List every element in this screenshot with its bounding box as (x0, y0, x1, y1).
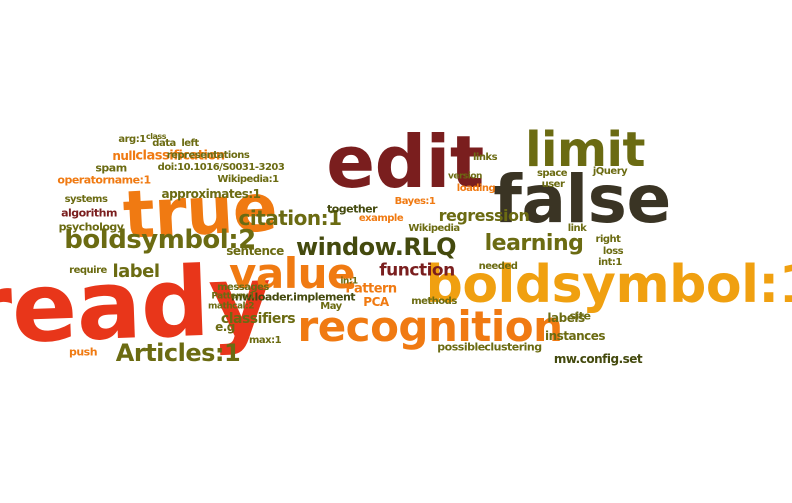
cloud-word: data (152, 138, 176, 149)
cloud-word: Articles:1 (115, 339, 241, 367)
cloud-word: spam (95, 161, 127, 175)
cloud-word: approximates:1 (161, 187, 261, 201)
cloud-word: push (68, 345, 98, 359)
cloud-word: Wikipedia (408, 223, 460, 234)
cloud-word: max:1 (248, 335, 282, 346)
cloud-word: messages (217, 282, 269, 293)
cloud-word: loss (602, 246, 624, 257)
cloud-word: boldsymbol:1 (425, 255, 792, 315)
cloud-word: operatorname:1 (57, 173, 151, 187)
cloud-word: Wikipedia:1 (217, 174, 279, 185)
cloud-word: together (326, 202, 378, 216)
cloud-word: possible (437, 340, 485, 354)
cloud-word: version (448, 171, 482, 182)
cloud-word: int:1 (598, 257, 622, 268)
cloud-word: psychology (58, 220, 124, 234)
cloud-word: representations (166, 150, 250, 161)
cloud-word: arg:1 (118, 134, 146, 145)
cloud-word: mw.loader.implement (230, 290, 356, 304)
cloud-word: classifiers (220, 311, 296, 327)
cloud-word: methods (411, 296, 457, 307)
cloud-word: link (567, 223, 587, 234)
cloud-word: value (228, 249, 356, 298)
cloud-word: learning (484, 231, 584, 256)
cloud-word: in:1 (340, 276, 358, 287)
cloud-word: null (112, 149, 136, 163)
cloud-word: Pattern (345, 281, 397, 297)
cloud-word: limit (525, 122, 645, 178)
cloud-word: links (472, 152, 498, 163)
cloud-word: algorithm (61, 206, 117, 220)
cloud-word: recognition (297, 302, 563, 351)
cloud-word: Bayes:1 (394, 196, 436, 207)
cloud-word: needed (478, 261, 518, 272)
cloud-word: boldsymbol:2 (64, 225, 256, 255)
cloud-word: clustering (484, 340, 542, 354)
cloud-word: left (181, 138, 199, 149)
cloud-word: right (595, 234, 621, 245)
cloud-word: jQuery (592, 166, 628, 177)
cloud-word: May (320, 301, 342, 312)
cloud-word: sentence (226, 244, 284, 258)
cloud-word: function (379, 260, 455, 281)
cloud-word: example (358, 213, 404, 224)
cloud-word: space (536, 168, 568, 179)
cloud-word: systems (64, 194, 108, 205)
cloud-word: labels (547, 311, 585, 325)
cloud-word: site (569, 309, 591, 323)
cloud-word: PCA (363, 295, 389, 309)
cloud-word: label (112, 261, 160, 282)
cloud-word: citation:1 (238, 206, 342, 230)
cloud-word: loading (456, 183, 496, 194)
cloud-word: Pattern:1 (211, 291, 255, 302)
cloud-word: require (69, 265, 107, 276)
cloud-word: edit (326, 120, 484, 204)
cloud-word: mathcal:2 (207, 301, 255, 312)
cloud-word: doi:10.1016/S0031-3203 (157, 162, 285, 173)
cloud-word: instances (544, 329, 606, 343)
cloud-word: regression (438, 206, 530, 225)
cloud-word: e.g (215, 320, 235, 334)
cloud-word: false (493, 161, 671, 238)
cloud-word: user (541, 179, 565, 190)
cloud-word: classification (135, 148, 225, 164)
cloud-word: window.RLQ (295, 233, 457, 261)
cloud-word: mw.config.set (553, 352, 643, 366)
cloud-word: class (146, 132, 166, 141)
